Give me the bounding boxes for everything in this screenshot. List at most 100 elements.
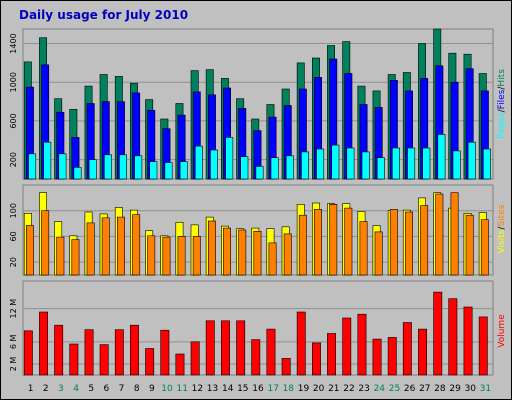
day-label: 26 — [404, 384, 416, 394]
volume-bar — [236, 320, 246, 376]
day-label: 17 — [267, 384, 278, 394]
day-label: 1 — [28, 384, 34, 394]
pages-bar — [270, 157, 279, 180]
sites-bar — [86, 222, 95, 276]
volume-panel: 2 M 6 M 12 M — [9, 280, 494, 376]
sites-bar — [162, 236, 171, 276]
day-label: 19 — [298, 384, 310, 394]
y-tick-label: 6 M — [9, 334, 18, 349]
pages-bar — [119, 154, 128, 180]
visits-sites-panel: 20 60 100 — [9, 184, 494, 276]
pages-bar — [391, 147, 400, 180]
day-label: 7 — [119, 384, 125, 394]
day-label: 5 — [88, 384, 94, 394]
volume-bar — [99, 344, 109, 376]
day-label: 31 — [480, 384, 491, 394]
pages-bar — [346, 147, 355, 180]
sites-bar — [450, 192, 459, 276]
day-label: 20 — [313, 384, 325, 394]
day-label: 9 — [149, 384, 155, 394]
y-tick-label: 12 M — [9, 299, 18, 319]
legend-hits: Hits — [497, 69, 507, 87]
volume-bar — [84, 329, 94, 376]
day-label: 12 — [192, 384, 203, 394]
day-label: 6 — [104, 384, 110, 394]
sites-bar — [298, 214, 307, 276]
day-label: 29 — [449, 384, 461, 394]
chart-title: Daily usage for July 2010 — [19, 8, 188, 22]
day-label: 10 — [161, 384, 173, 394]
day-label: 28 — [434, 384, 446, 394]
pages-bar — [407, 147, 416, 180]
sites-bar — [253, 231, 262, 276]
sites-bar — [283, 233, 292, 276]
day-label: 25 — [389, 384, 400, 394]
volume-bar — [296, 311, 306, 376]
volume-bar — [281, 358, 291, 376]
volume-bar — [190, 341, 200, 376]
day-label: 8 — [134, 384, 140, 394]
volume-bar — [342, 317, 352, 376]
pages-bar — [225, 137, 234, 180]
volume-bar — [448, 298, 458, 376]
volume-bar — [221, 320, 230, 376]
y-tick-label: 60 — [9, 231, 18, 241]
sites-bar — [344, 207, 353, 276]
visits-sites-legend: Visits/Sites — [497, 204, 507, 253]
volume-bar — [311, 342, 321, 376]
sites-bar — [223, 227, 231, 276]
sites-bar — [41, 210, 50, 276]
legend-separator: / — [497, 86, 507, 90]
day-label: 22 — [343, 384, 354, 394]
volume-bar — [39, 311, 49, 376]
day-label: 11 — [176, 384, 187, 394]
pages-bar — [43, 141, 52, 180]
legend-visits: Visits — [497, 229, 507, 253]
volume-bar — [433, 291, 443, 376]
y-tick-label: 100 — [9, 203, 18, 218]
pages-bar — [467, 141, 476, 180]
day-label: 4 — [73, 384, 79, 394]
volume-bar — [266, 328, 276, 376]
sites-bar — [132, 214, 141, 276]
day-label: 13 — [207, 384, 218, 394]
pages-bar — [361, 151, 370, 180]
sites-bar — [389, 209, 398, 276]
sites-bar — [465, 214, 474, 276]
day-label: 2 — [43, 384, 49, 394]
pages-bar — [376, 157, 385, 180]
volume-bar — [145, 348, 155, 376]
sites-bar — [238, 229, 247, 276]
sites-bar — [329, 204, 338, 276]
y-tick-label: 2 M — [9, 357, 18, 372]
volume-bar — [387, 337, 397, 376]
volume-bar — [418, 328, 427, 376]
pages-bar — [149, 161, 158, 180]
pages-bar — [134, 155, 143, 180]
day-label: 24 — [374, 384, 386, 394]
sites-bar — [359, 221, 368, 276]
day-label: 14 — [222, 384, 234, 394]
pages-bar — [58, 153, 67, 180]
day-label: 15 — [237, 384, 248, 394]
volume-bar — [175, 353, 185, 376]
volume-bar — [251, 339, 261, 376]
sites-bar — [192, 236, 201, 276]
sites-bar — [71, 239, 80, 276]
y-tick-label: 200 — [9, 152, 18, 167]
sites-bar — [420, 205, 429, 276]
volume-bar — [205, 320, 215, 376]
sites-bar — [374, 231, 383, 276]
legend-volume: Volume — [497, 314, 507, 348]
pages-bar — [437, 134, 446, 180]
hits-files-pages-legend: Pages/Files/Hits — [497, 69, 507, 139]
day-label: 16 — [252, 384, 264, 394]
volume-bar — [478, 316, 488, 376]
pages-bar — [104, 154, 112, 180]
pages-bar — [285, 155, 294, 180]
legend-sites: Sites — [497, 204, 507, 226]
volume-bar — [69, 343, 79, 376]
pages-bar — [255, 166, 264, 180]
pages-bar — [210, 149, 218, 180]
